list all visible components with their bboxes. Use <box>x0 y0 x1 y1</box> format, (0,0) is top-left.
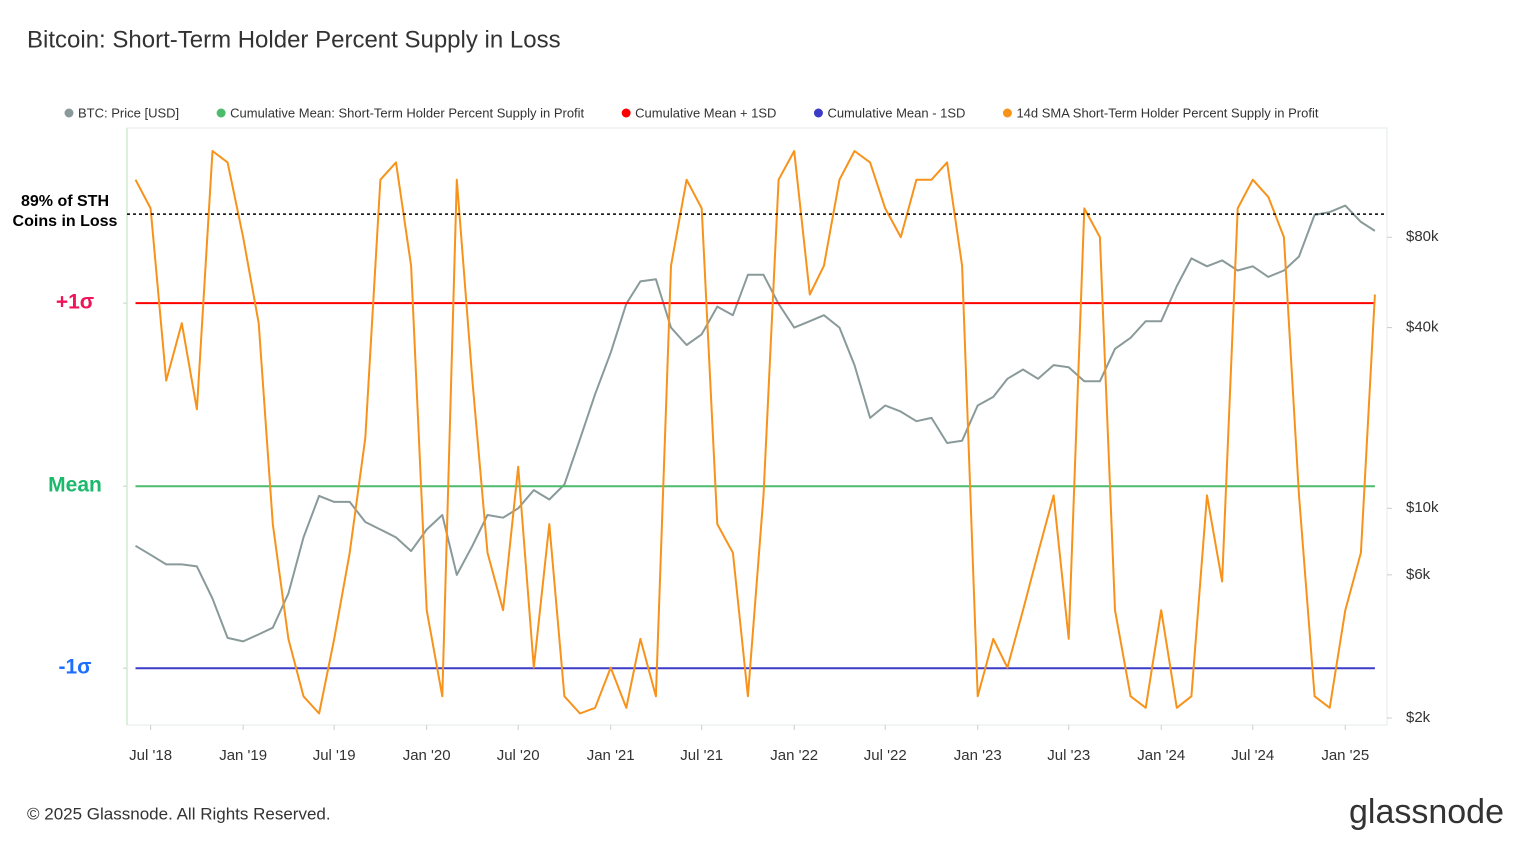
legend-label: 14d SMA Short-Term Holder Percent Supply… <box>1016 105 1318 120</box>
chart-title: Bitcoin: Short-Term Holder Percent Suppl… <box>27 26 561 53</box>
annotation-label: 89% of STH Coins in Loss <box>12 193 118 230</box>
y-tick-label: Mean <box>48 474 102 497</box>
x-tick-label: Jul '18 <box>129 747 172 764</box>
legend-swatch <box>1002 108 1012 118</box>
x-tick-label: Jul '19 <box>313 747 356 764</box>
legend-swatch <box>813 108 823 118</box>
x-tick-label: Jan '20 <box>403 747 451 764</box>
x-tick-label: Jul '22 <box>864 747 907 764</box>
x-tick-label: Jan '22 <box>770 747 818 764</box>
brand-logo: glassnode <box>1349 793 1504 831</box>
x-tick-label: Jan '21 <box>587 747 635 764</box>
legend-label: Cumulative Mean - 1SD <box>827 105 965 120</box>
y2-tick-label: $10k <box>1406 499 1439 516</box>
x-tick-label: Jul '23 <box>1047 747 1090 764</box>
plot-frame <box>126 127 1388 726</box>
legend-label: Cumulative Mean + 1SD <box>635 105 776 120</box>
x-tick-label: Jul '21 <box>680 747 723 764</box>
x-tick-label: Jan '19 <box>219 747 267 764</box>
y2-tick-label: $6k <box>1406 566 1431 583</box>
legend-label: Cumulative Mean: Short-Term Holder Perce… <box>230 105 584 120</box>
legend-swatch <box>64 108 74 118</box>
copyright: © 2025 Glassnode. All Rights Reserved. <box>27 804 331 823</box>
legend-swatch <box>621 108 631 118</box>
x-tick-label: Jul '24 <box>1231 747 1274 764</box>
y2-tick-label: $40k <box>1406 319 1439 336</box>
y2-tick-label: $2k <box>1406 709 1431 726</box>
legend-swatch <box>216 108 226 118</box>
x-tick-label: Jan '25 <box>1321 747 1369 764</box>
series-line <box>134 150 1376 715</box>
y-tick-label: -1σ <box>58 656 91 679</box>
series-line <box>134 204 1376 643</box>
y-tick-label: +1σ <box>56 291 94 314</box>
x-tick-label: Jan '24 <box>1137 747 1185 764</box>
legend-label: BTC: Price [USD] <box>78 105 179 120</box>
y2-tick-label: $80k <box>1406 228 1439 245</box>
x-tick-label: Jan '23 <box>954 747 1002 764</box>
x-tick-label: Jul '20 <box>497 747 540 764</box>
